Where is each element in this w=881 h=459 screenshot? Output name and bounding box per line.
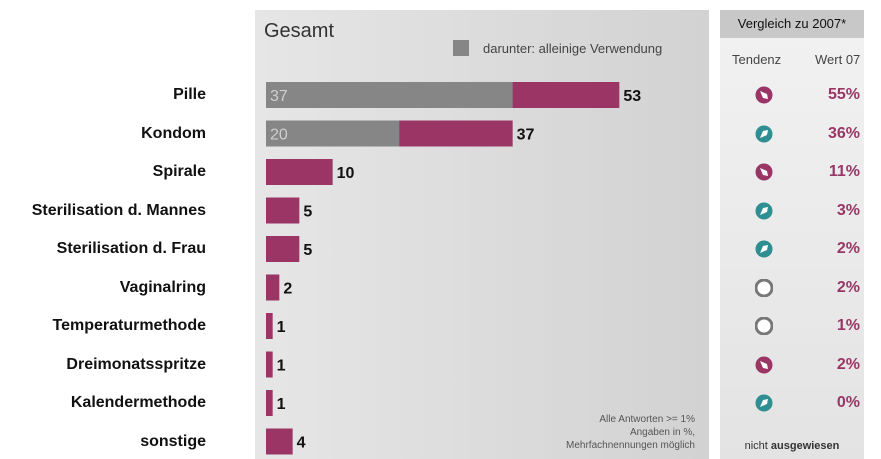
- value-label-sonstige: 4: [297, 435, 306, 452]
- comparison-header: Vergleich zu 2007*: [720, 10, 864, 38]
- wert07-value: 11%: [828, 163, 860, 180]
- category-label-sonstige: sonstige: [140, 432, 206, 450]
- wert07-value: 55%: [827, 86, 860, 103]
- category-label-sterilisation-d-mannes: Sterilisation d. Mannes: [31, 201, 206, 219]
- bar-total-sterilisation-d-mannes: [266, 197, 300, 224]
- value-label-vaginalring: 2: [283, 281, 292, 298]
- alleinige-label-kondom: 20: [270, 127, 288, 144]
- category-label-sterilisation-d-frau: Sterilisation d. Frau: [56, 240, 206, 257]
- value-label-pille: 53: [623, 88, 641, 105]
- trend-down-icon: [755, 163, 773, 181]
- bar-total-kalendermethode: [266, 390, 273, 416]
- bar-alleinige-pille: [266, 82, 513, 108]
- not-shown-note: nicht ausgewiesen: [720, 440, 864, 452]
- wert07-value: 36%: [827, 124, 860, 142]
- category-label-temperaturmethode: Temperaturmethode: [52, 317, 206, 334]
- chart-title: Gesamt: [264, 20, 335, 42]
- legend-label: darunter: alleinige Verwendung: [483, 40, 663, 56]
- bar-total-spirale: [266, 159, 333, 185]
- wert-header: Wert 07: [815, 52, 861, 67]
- value-label-sterilisation-d-frau: 5: [303, 242, 312, 259]
- tendenz-header: Tendenz: [732, 52, 782, 67]
- footnote-line-1: Alle Antworten >= 1%: [599, 414, 695, 425]
- comparison-panel: Vergleich zu 2007* Tendenz Wert 07 55% 36…: [720, 10, 864, 459]
- category-label-kondom: Kondom: [141, 124, 206, 142]
- wert07-value: 2%: [836, 240, 860, 257]
- alleinige-label-pille: 37: [270, 88, 288, 105]
- trend-up-icon: [755, 125, 773, 142]
- category-label-vaginalring: Vaginalring: [119, 278, 206, 296]
- value-label-dreimonatsspritze: 1: [277, 358, 286, 375]
- footnote-line-3: Mehrfachnennungen möglich: [566, 440, 695, 451]
- footnote-line-2: Angaben in %,: [629, 427, 695, 438]
- bar-total-vaginalring: [266, 274, 280, 301]
- wert07-value: 0%: [836, 394, 860, 411]
- not-shown-prefix: nicht: [744, 440, 771, 452]
- value-label-spirale: 10: [337, 165, 355, 182]
- trend-up-icon: [755, 202, 773, 219]
- category-labels: Pille Kondom Spirale Sterilisation d. Manne…: [0, 0, 210, 459]
- wert07-value: 1%: [836, 317, 860, 334]
- legend-swatch: [453, 40, 469, 56]
- trend-neutral-icon: [755, 278, 773, 297]
- category-label-kalendermethode: Kalendermethode: [70, 394, 206, 411]
- bar-total-temperaturmethode: [266, 313, 273, 339]
- bar-total-sterilisation-d-frau: [266, 236, 300, 262]
- trend-down-icon: [755, 356, 773, 373]
- trend-neutral-icon: [755, 317, 773, 335]
- value-label-kondom: 37: [517, 127, 535, 144]
- category-label-dreimonatsspritze: Dreimonatsspritze: [66, 355, 206, 373]
- wert07-value: 2%: [836, 355, 860, 373]
- not-shown-bold: ausgewiesen: [770, 440, 840, 452]
- footnote: Alle Antworten >= 1% Angaben in %, Mehrf…: [495, 413, 695, 452]
- trend-down-icon: [755, 86, 773, 104]
- category-label-pille: Pille: [173, 86, 206, 103]
- value-label-temperaturmethode: 1: [277, 319, 286, 336]
- wert07-value: 3%: [836, 201, 860, 219]
- wert07-value: 2%: [836, 278, 860, 296]
- legend: darunter: alleinige Verwendung: [453, 40, 662, 56]
- bar-alleinige-kondom: [266, 120, 400, 147]
- value-label-sterilisation-d-mannes: 5: [303, 204, 312, 221]
- trend-up-icon: [755, 240, 773, 258]
- bar-total-dreimonatsspritze: [266, 351, 273, 378]
- trend-up-icon: [755, 394, 773, 412]
- value-label-kalendermethode: 1: [277, 396, 286, 413]
- category-label-spirale: Spirale: [152, 163, 206, 180]
- bar-total-sonstige: [266, 428, 293, 455]
